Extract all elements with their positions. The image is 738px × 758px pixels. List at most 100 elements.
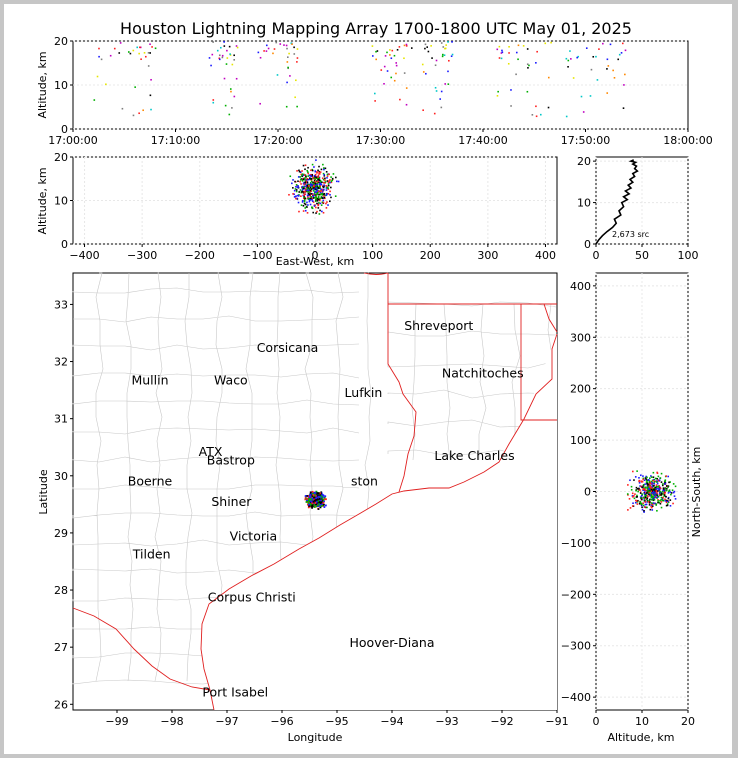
lightning-source-point [312, 181, 314, 184]
lightning-source-point [624, 73, 626, 76]
lightning-source-point [648, 504, 651, 506]
lightning-source-point [306, 181, 309, 184]
lightning-source-point [667, 492, 670, 494]
lightning-source-point [312, 194, 314, 197]
lightning-source-point [309, 505, 311, 508]
lightning-source-point [321, 496, 324, 499]
lightning-source-point [323, 173, 326, 176]
lightning-source-point [652, 490, 655, 493]
lightning-source-point [657, 501, 659, 504]
lightning-source-point [386, 51, 388, 54]
mississippi-border [520, 303, 558, 421]
lightning-source-point [316, 492, 319, 494]
lightning-source-point [147, 52, 150, 54]
lightning-source-point [585, 47, 588, 49]
lightning-source-point [233, 54, 235, 57]
ns-altitude-panel: 0 10 20 −400 −300 −200 −100 0 100 200 300 400 Nort… [561, 272, 703, 744]
lightning-source-point [320, 493, 322, 496]
lightning-source-point [306, 201, 308, 204]
lightning-source-point [645, 475, 647, 478]
lightning-source-point [296, 61, 298, 63]
lightning-source-point [617, 58, 620, 61]
lightning-source-point [672, 502, 674, 505]
lightning-source-point [308, 192, 311, 194]
lightning-source-point [640, 474, 642, 477]
lightning-source-point [567, 65, 569, 68]
lightning-source-point [218, 58, 221, 61]
lightning-source-point [651, 509, 654, 511]
lightning-source-point [636, 501, 639, 503]
lightning-source-point [295, 184, 298, 186]
lightning-source-point [650, 475, 652, 477]
lightning-source-point [325, 189, 328, 191]
lightning-source-point [668, 481, 670, 484]
lightning-source-point [669, 499, 672, 501]
lightning-source-point [311, 168, 314, 171]
lightning-source-point [292, 187, 294, 189]
lightning-source-point [642, 477, 645, 480]
lightning-source-point [325, 185, 328, 187]
lightning-source-point [648, 486, 651, 489]
lightning-source-point [660, 499, 662, 501]
lightning-source-point [371, 55, 374, 57]
lightning-source-point [649, 482, 652, 485]
lightning-source-point [304, 178, 306, 180]
lightning-source-point [447, 83, 450, 85]
lightning-source-point [665, 487, 668, 490]
map-place-label: Shreveport [404, 318, 473, 333]
lightning-source-point [663, 491, 666, 494]
lightning-source-point [638, 487, 640, 490]
lightning-source-point [313, 506, 316, 508]
lightning-source-point [550, 41, 552, 44]
lightning-source-point [325, 498, 327, 501]
map-place-label: Waco [214, 372, 248, 387]
lightning-source-point [315, 196, 318, 199]
lightning-source-point [297, 186, 300, 189]
lightning-source-point [98, 55, 100, 58]
lightning-source-point [317, 492, 320, 495]
lightning-source-point [296, 48, 299, 50]
lightning-source-point [673, 495, 676, 497]
lightning-source-point [300, 204, 303, 207]
lightning-source-point [323, 181, 325, 184]
lightning-source-point [654, 486, 657, 489]
lightning-source-point [316, 177, 319, 180]
lightning-source-point [589, 95, 592, 97]
lightning-source-point [317, 500, 320, 503]
lightning-source-point [311, 207, 314, 210]
lightning-source-point [218, 54, 221, 57]
time-tick-label: 17:10:00 [151, 134, 200, 147]
altitude-tick-label: 10 [635, 715, 649, 728]
lightning-source-point [298, 170, 301, 173]
lightning-source-point [299, 189, 302, 191]
lightning-source-point [317, 504, 320, 507]
lightning-source-point [657, 485, 659, 488]
lightning-source-point [309, 500, 312, 502]
lightning-source-point [398, 46, 401, 48]
lightning-source-point [535, 62, 537, 64]
lightning-source-point [212, 41, 214, 43]
lightning-source-point [618, 53, 621, 56]
lightning-source-point [647, 479, 650, 481]
lightning-source-point [322, 211, 325, 214]
map-place-label: Corpus Christi [208, 589, 296, 604]
lightning-source-point [641, 503, 643, 505]
altitude-tick-label: 0 [61, 123, 68, 136]
lightning-source-point [644, 489, 646, 491]
lightning-source-point [319, 197, 322, 200]
lightning-source-point [313, 504, 316, 506]
lightning-source-point [320, 494, 323, 497]
lightning-source-point [319, 182, 321, 184]
lightning-source-point [657, 499, 659, 501]
lightning-source-point [325, 202, 327, 205]
lightning-source-point [631, 492, 634, 495]
lightning-source-point [652, 479, 655, 482]
north-south-tick-label: 200 [570, 383, 591, 396]
lightning-source-point [307, 194, 309, 196]
lightning-source-point [136, 46, 139, 49]
lightning-source-point [306, 206, 308, 208]
lightning-source-point [654, 477, 657, 480]
lightning-source-point [307, 192, 310, 195]
lightning-source-point [295, 190, 298, 193]
lightning-source-point [302, 178, 305, 181]
